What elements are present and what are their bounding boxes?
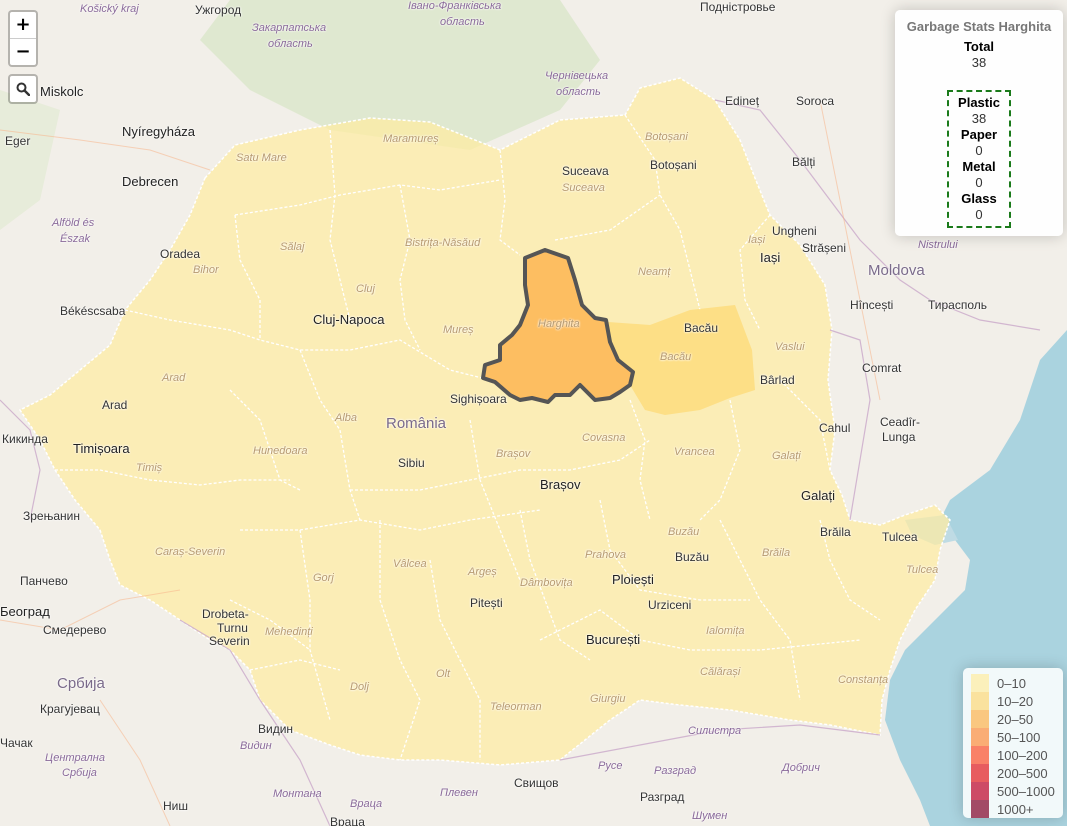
type-breakdown-box: Plastic 38 Paper 0 Metal 0 Glass 0	[947, 90, 1011, 228]
legend-label: 100–200	[997, 747, 1048, 763]
legend-row: 500–1000	[971, 782, 1063, 800]
forest-area	[200, 0, 600, 150]
legend-row: 0–10	[971, 674, 1063, 692]
type-label: Paper	[960, 127, 998, 142]
type-label: Plastic	[958, 95, 1000, 110]
legend-row: 1000+	[971, 800, 1063, 818]
legend-swatch	[971, 674, 989, 692]
legend-swatch	[971, 782, 989, 800]
type-value: 0	[975, 175, 983, 190]
legend-row: 100–200	[971, 746, 1063, 764]
garbage-stats-panel: Garbage Stats Harghita Total 38 Plastic …	[895, 10, 1063, 236]
legend-label: 50–100	[997, 729, 1041, 745]
legend-label: 20–50	[997, 711, 1034, 727]
legend: 0–10 10–20 20–50 50–100 100–200 200–500 …	[963, 668, 1063, 818]
type-value: 38	[971, 111, 987, 126]
legend-label: 0–10	[997, 675, 1026, 691]
legend-row: 20–50	[971, 710, 1063, 728]
county-bacau[interactable]	[608, 305, 755, 415]
total-section: Total 38	[895, 39, 1063, 71]
legend-row: 10–20	[971, 692, 1063, 710]
zoom-in-button[interactable]: +	[10, 12, 36, 39]
legend-swatch	[971, 800, 989, 818]
panel-title: Garbage Stats Harghita	[906, 19, 1052, 34]
romania-shape[interactable]	[18, 77, 951, 766]
type-value: 0	[975, 143, 983, 158]
total-label: Total	[963, 39, 995, 54]
legend-row: 200–500	[971, 764, 1063, 782]
county-borders	[55, 114, 881, 761]
legend-label: 1000+	[997, 801, 1034, 817]
legend-swatch	[971, 710, 989, 728]
type-label: Glass	[961, 191, 997, 206]
zoom-controls: + −	[8, 10, 38, 67]
legend-row: 50–100	[971, 728, 1063, 746]
legend-swatch	[971, 764, 989, 782]
legend-swatch	[971, 692, 989, 710]
search-icon	[16, 82, 30, 96]
total-value: 38	[971, 55, 987, 70]
country-borders	[0, 99, 1041, 826]
type-label: Metal	[962, 159, 996, 174]
legend-label: 200–500	[997, 765, 1048, 781]
search-button[interactable]	[8, 74, 38, 104]
type-value: 0	[975, 207, 983, 222]
roads	[0, 99, 881, 826]
legend-label: 500–1000	[997, 783, 1055, 799]
county-harghita[interactable]	[481, 248, 635, 404]
zoom-out-button[interactable]: −	[15, 41, 31, 62]
legend-swatch	[971, 746, 989, 764]
forest-area-west	[0, 90, 60, 230]
legend-label: 10–20	[997, 693, 1034, 709]
legend-swatch	[971, 728, 989, 746]
